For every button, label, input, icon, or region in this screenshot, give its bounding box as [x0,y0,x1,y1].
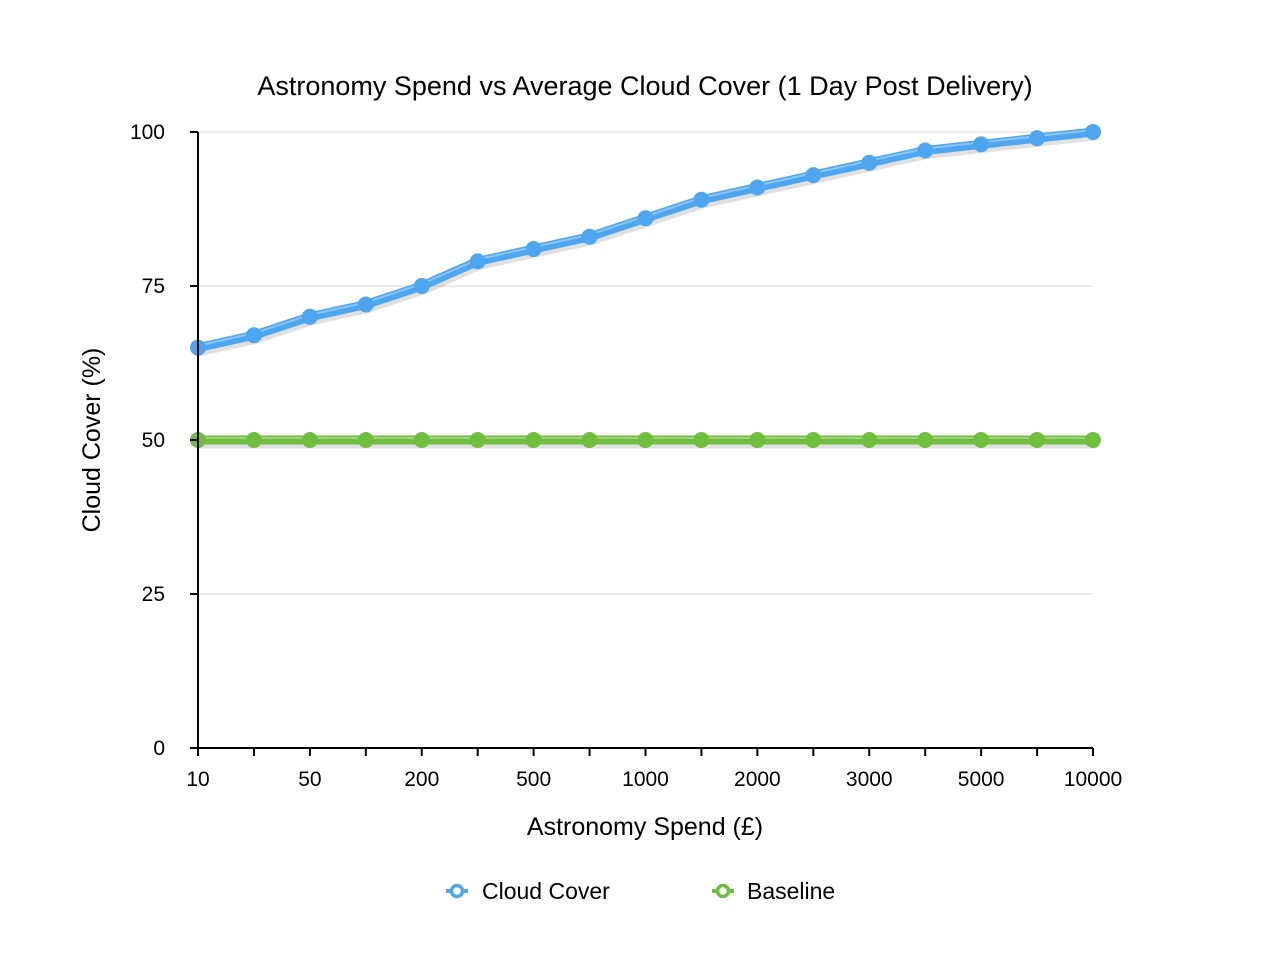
x-tick-label: 50 [298,768,321,791]
data-point [1085,124,1101,140]
data-point [1029,130,1046,147]
data-point [413,278,430,294]
y-tick-label: 75 [142,275,165,298]
y-axis-ticks: 0 25 50 75 100 [130,121,198,760]
data-point [637,432,654,448]
data-point [637,210,654,227]
legend-label-baseline: Baseline [747,878,835,904]
x-tick-label: 200 [404,768,439,791]
legend: Cloud Cover Baseline [446,878,835,904]
data-point [1029,432,1046,448]
data-point [861,432,878,448]
data-point [301,432,318,448]
data-point [749,179,766,196]
x-tick-label: 500 [516,768,551,791]
data-point [301,308,318,325]
series-layer [190,124,1101,448]
data-point [805,432,822,448]
legend-marker-cloud-cover [449,883,465,899]
data-point [357,432,374,448]
data-point [973,136,990,153]
data-point [413,432,430,448]
y-axis-label: Cloud Cover (%) [78,348,106,533]
data-point [525,241,542,258]
series-shadows [195,131,1100,449]
data-point [525,432,542,448]
x-tick-label: 1000 [622,768,669,791]
x-tick-label: 3000 [846,768,893,791]
data-point [973,432,990,448]
legend-label-cloud-cover: Cloud Cover [482,878,610,904]
legend-marker-baseline [715,883,731,899]
y-tick-label: 100 [130,121,165,144]
series-line-cloud-cover [193,127,1098,353]
y-tick-label: 0 [153,737,165,760]
x-tick-label: 2000 [734,768,781,791]
data-point [245,327,262,344]
gridlines [198,131,1093,595]
data-point [805,167,822,184]
data-point [749,432,766,448]
data-point [469,432,486,448]
data-point [861,154,878,171]
chart-title: Astronomy Spend vs Average Cloud Cover (… [257,71,1032,101]
data-point [357,296,374,313]
data-point [917,432,934,448]
data-point [693,432,710,448]
data-point [917,142,934,159]
x-axis-ticks: 10 50 200 500 1000 2000 3000 5000 10000 [186,748,1122,791]
data-point [581,432,598,448]
data-point [1085,432,1101,448]
data-point [469,253,486,270]
x-tick-label: 5000 [958,768,1005,791]
y-tick-label: 50 [142,429,165,452]
series-shadow [195,131,1100,357]
data-point [581,228,598,245]
x-tick-label: 10 [186,768,209,791]
x-tick-label: 10000 [1064,768,1122,791]
y-tick-label: 25 [142,583,165,606]
data-point [693,191,710,208]
data-point [245,432,262,448]
x-axis-label: Astronomy Spend (£) [527,813,763,841]
